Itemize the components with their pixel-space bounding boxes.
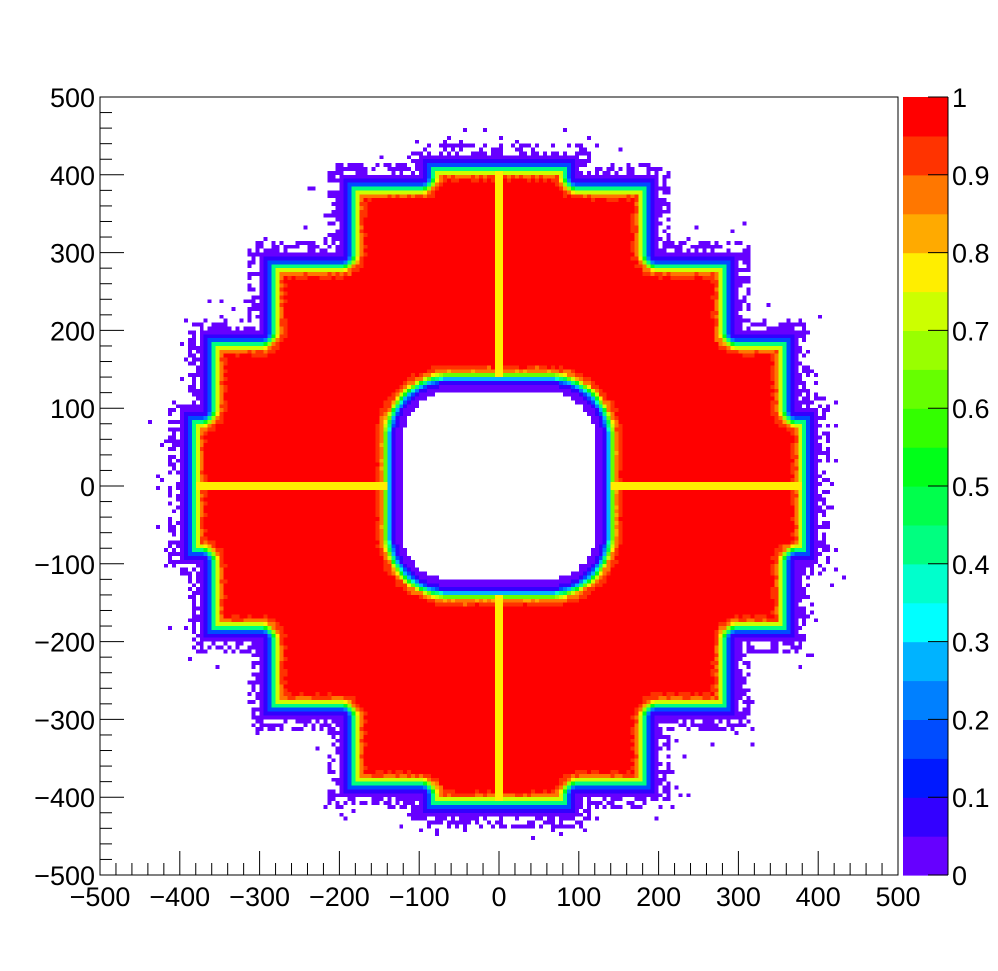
x-tick-label: 200 bbox=[636, 882, 681, 912]
colorbar-segment bbox=[903, 291, 948, 331]
y-tick-label: −500 bbox=[34, 861, 95, 891]
colorbar-segment bbox=[903, 641, 948, 682]
colorbar-tick-label: 0.8 bbox=[952, 239, 990, 269]
colorbar-segment bbox=[903, 797, 948, 837]
y-tick-label: −100 bbox=[34, 550, 95, 580]
colorbar-segment bbox=[903, 447, 948, 487]
colorbar-tick-label: 0.4 bbox=[952, 550, 990, 580]
heatmap-image bbox=[100, 97, 898, 875]
colorbar-segment bbox=[903, 486, 948, 526]
colorbar-tick-label: 0.6 bbox=[952, 394, 990, 424]
colorbar-tick-label: 0.1 bbox=[952, 783, 990, 813]
x-tick-label: −100 bbox=[389, 882, 450, 912]
colorbar-segment bbox=[903, 252, 948, 293]
colorbar: 1 0.9 0.8 0.7 0.6 0.5 0.4 0.3 0.2 0.1 0 bbox=[903, 83, 990, 891]
colorbar-segment bbox=[903, 758, 948, 798]
colorbar-segment bbox=[903, 524, 948, 565]
y-tick-label: 300 bbox=[50, 239, 95, 269]
colorbar-tick-label: 0.5 bbox=[952, 472, 990, 502]
colorbar-tick-label: 0.2 bbox=[952, 705, 990, 735]
colorbar-segment bbox=[903, 213, 948, 254]
colorbar-segment bbox=[903, 330, 948, 370]
colorbar-segment bbox=[903, 680, 948, 720]
y-tick-label: 400 bbox=[50, 161, 95, 191]
y-tick-label: −200 bbox=[34, 628, 95, 658]
x-tick-label: −300 bbox=[229, 882, 290, 912]
colorbar-segment bbox=[903, 602, 948, 643]
colorbar-tick-label: 0.9 bbox=[952, 161, 990, 191]
x-tick-label: 0 bbox=[491, 882, 506, 912]
y-tick-label: 500 bbox=[50, 83, 95, 113]
colorbar-segment bbox=[903, 97, 948, 137]
x-tick-label: 500 bbox=[875, 882, 920, 912]
y-tick-label: 200 bbox=[50, 316, 95, 346]
x-axis: −500 −400 −300 −200 −100 0 100 200 300 400 500 bbox=[70, 851, 921, 912]
colorbar-tick-label: 0 bbox=[952, 861, 967, 891]
heatmap-cells bbox=[100, 97, 898, 875]
colorbar-tick-label: 0.3 bbox=[952, 628, 990, 658]
y-tick-label: −400 bbox=[34, 783, 95, 813]
x-tick-label: −400 bbox=[149, 882, 210, 912]
x-tick-label: 400 bbox=[796, 882, 841, 912]
x-tick-label: 300 bbox=[716, 882, 761, 912]
y-axis: 500 400 300 200 100 0 −100 −200 −300 −400 −500 bbox=[34, 83, 124, 891]
colorbar-segment bbox=[903, 174, 948, 215]
colorbar-segment bbox=[903, 836, 948, 876]
colorbar-segment bbox=[903, 408, 948, 448]
y-tick-label: −300 bbox=[34, 705, 95, 735]
colorbar-segment bbox=[903, 369, 948, 409]
colorbar-segment bbox=[903, 135, 948, 176]
colorbar-segment bbox=[903, 719, 948, 759]
colorbar-tick-label: 1 bbox=[952, 83, 967, 113]
x-tick-label: −200 bbox=[309, 882, 370, 912]
colorbar-segment bbox=[903, 563, 948, 604]
x-tick-label: 100 bbox=[556, 882, 601, 912]
x-tick-label: −500 bbox=[70, 882, 131, 912]
y-tick-label: 0 bbox=[80, 472, 95, 502]
colorbar-tick-label: 0.7 bbox=[952, 316, 990, 346]
y-tick-label: 100 bbox=[50, 394, 95, 424]
